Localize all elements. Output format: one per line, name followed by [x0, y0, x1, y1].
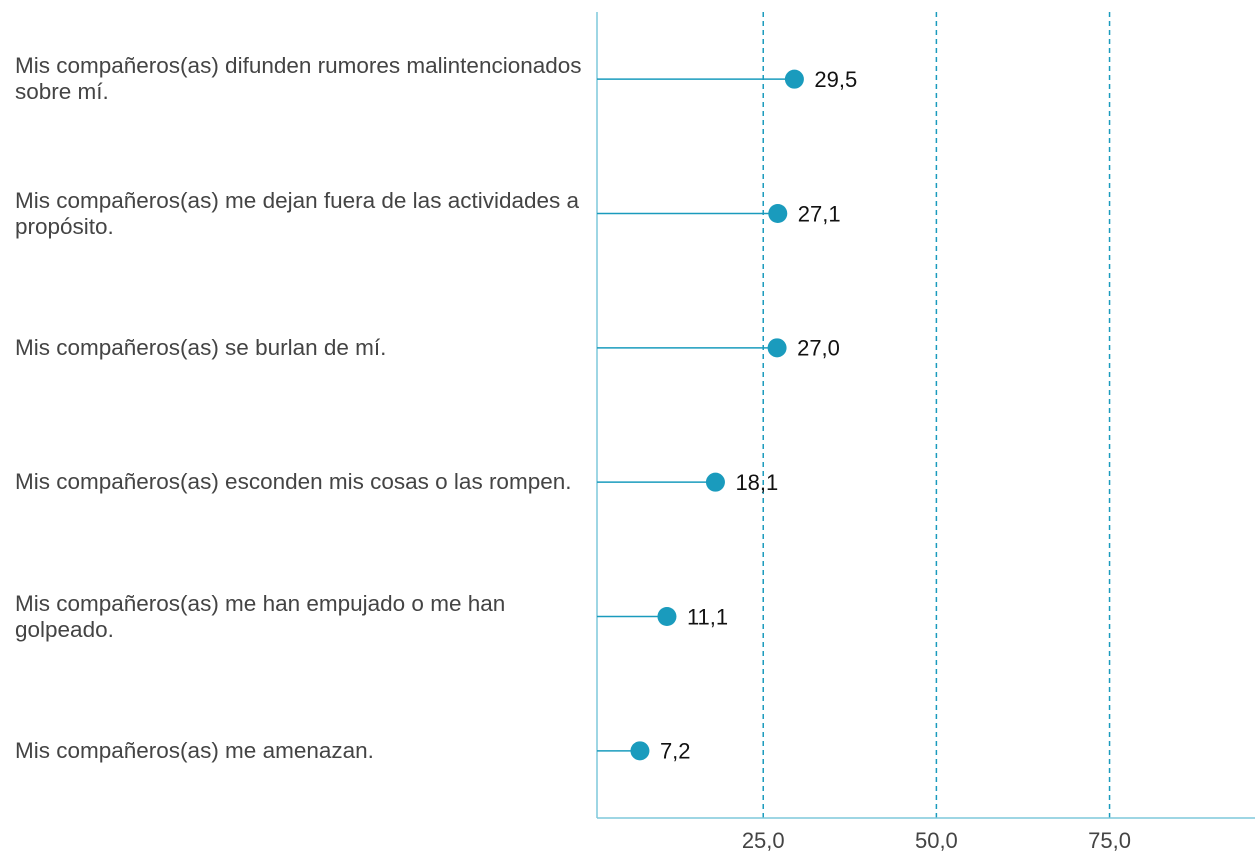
dot — [767, 338, 787, 358]
value-label: 18,1 — [735, 470, 778, 495]
x-tick-label: 25,0 — [742, 828, 785, 853]
dot — [657, 607, 677, 626]
value-label: 27,1 — [798, 201, 841, 226]
category-label: Mis compañeros(as) difunden rumores mali… — [15, 53, 582, 105]
x-tick-label: 75,0 — [1088, 828, 1131, 853]
category-label: Mis compañeros(as) me han empujado o me … — [15, 590, 506, 642]
dot — [705, 472, 725, 492]
value-label: 7,2 — [660, 739, 691, 764]
value-label: 11,1 — [687, 604, 728, 629]
value-label: 29,5 — [814, 67, 857, 92]
category-label: Mis compañeros(as) esconden mis cosas o … — [15, 469, 572, 495]
value-label: 27,0 — [797, 336, 840, 361]
category-label: Mis compañeros(as) me dejan fuera de las… — [15, 187, 580, 239]
dot — [630, 741, 650, 761]
dot — [768, 204, 788, 223]
dot — [784, 69, 804, 89]
category-label: Mis compañeros(as) me amenazan. — [15, 737, 374, 763]
x-tick-label: 50,0 — [915, 828, 958, 853]
category-label: Mis compañeros(as) se burlan de mí. — [15, 334, 387, 360]
